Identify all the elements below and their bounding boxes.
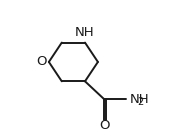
Text: NH: NH	[130, 93, 149, 106]
Text: NH: NH	[75, 26, 95, 39]
Text: O: O	[37, 55, 47, 68]
Text: O: O	[99, 119, 110, 132]
Text: 2: 2	[137, 97, 143, 107]
